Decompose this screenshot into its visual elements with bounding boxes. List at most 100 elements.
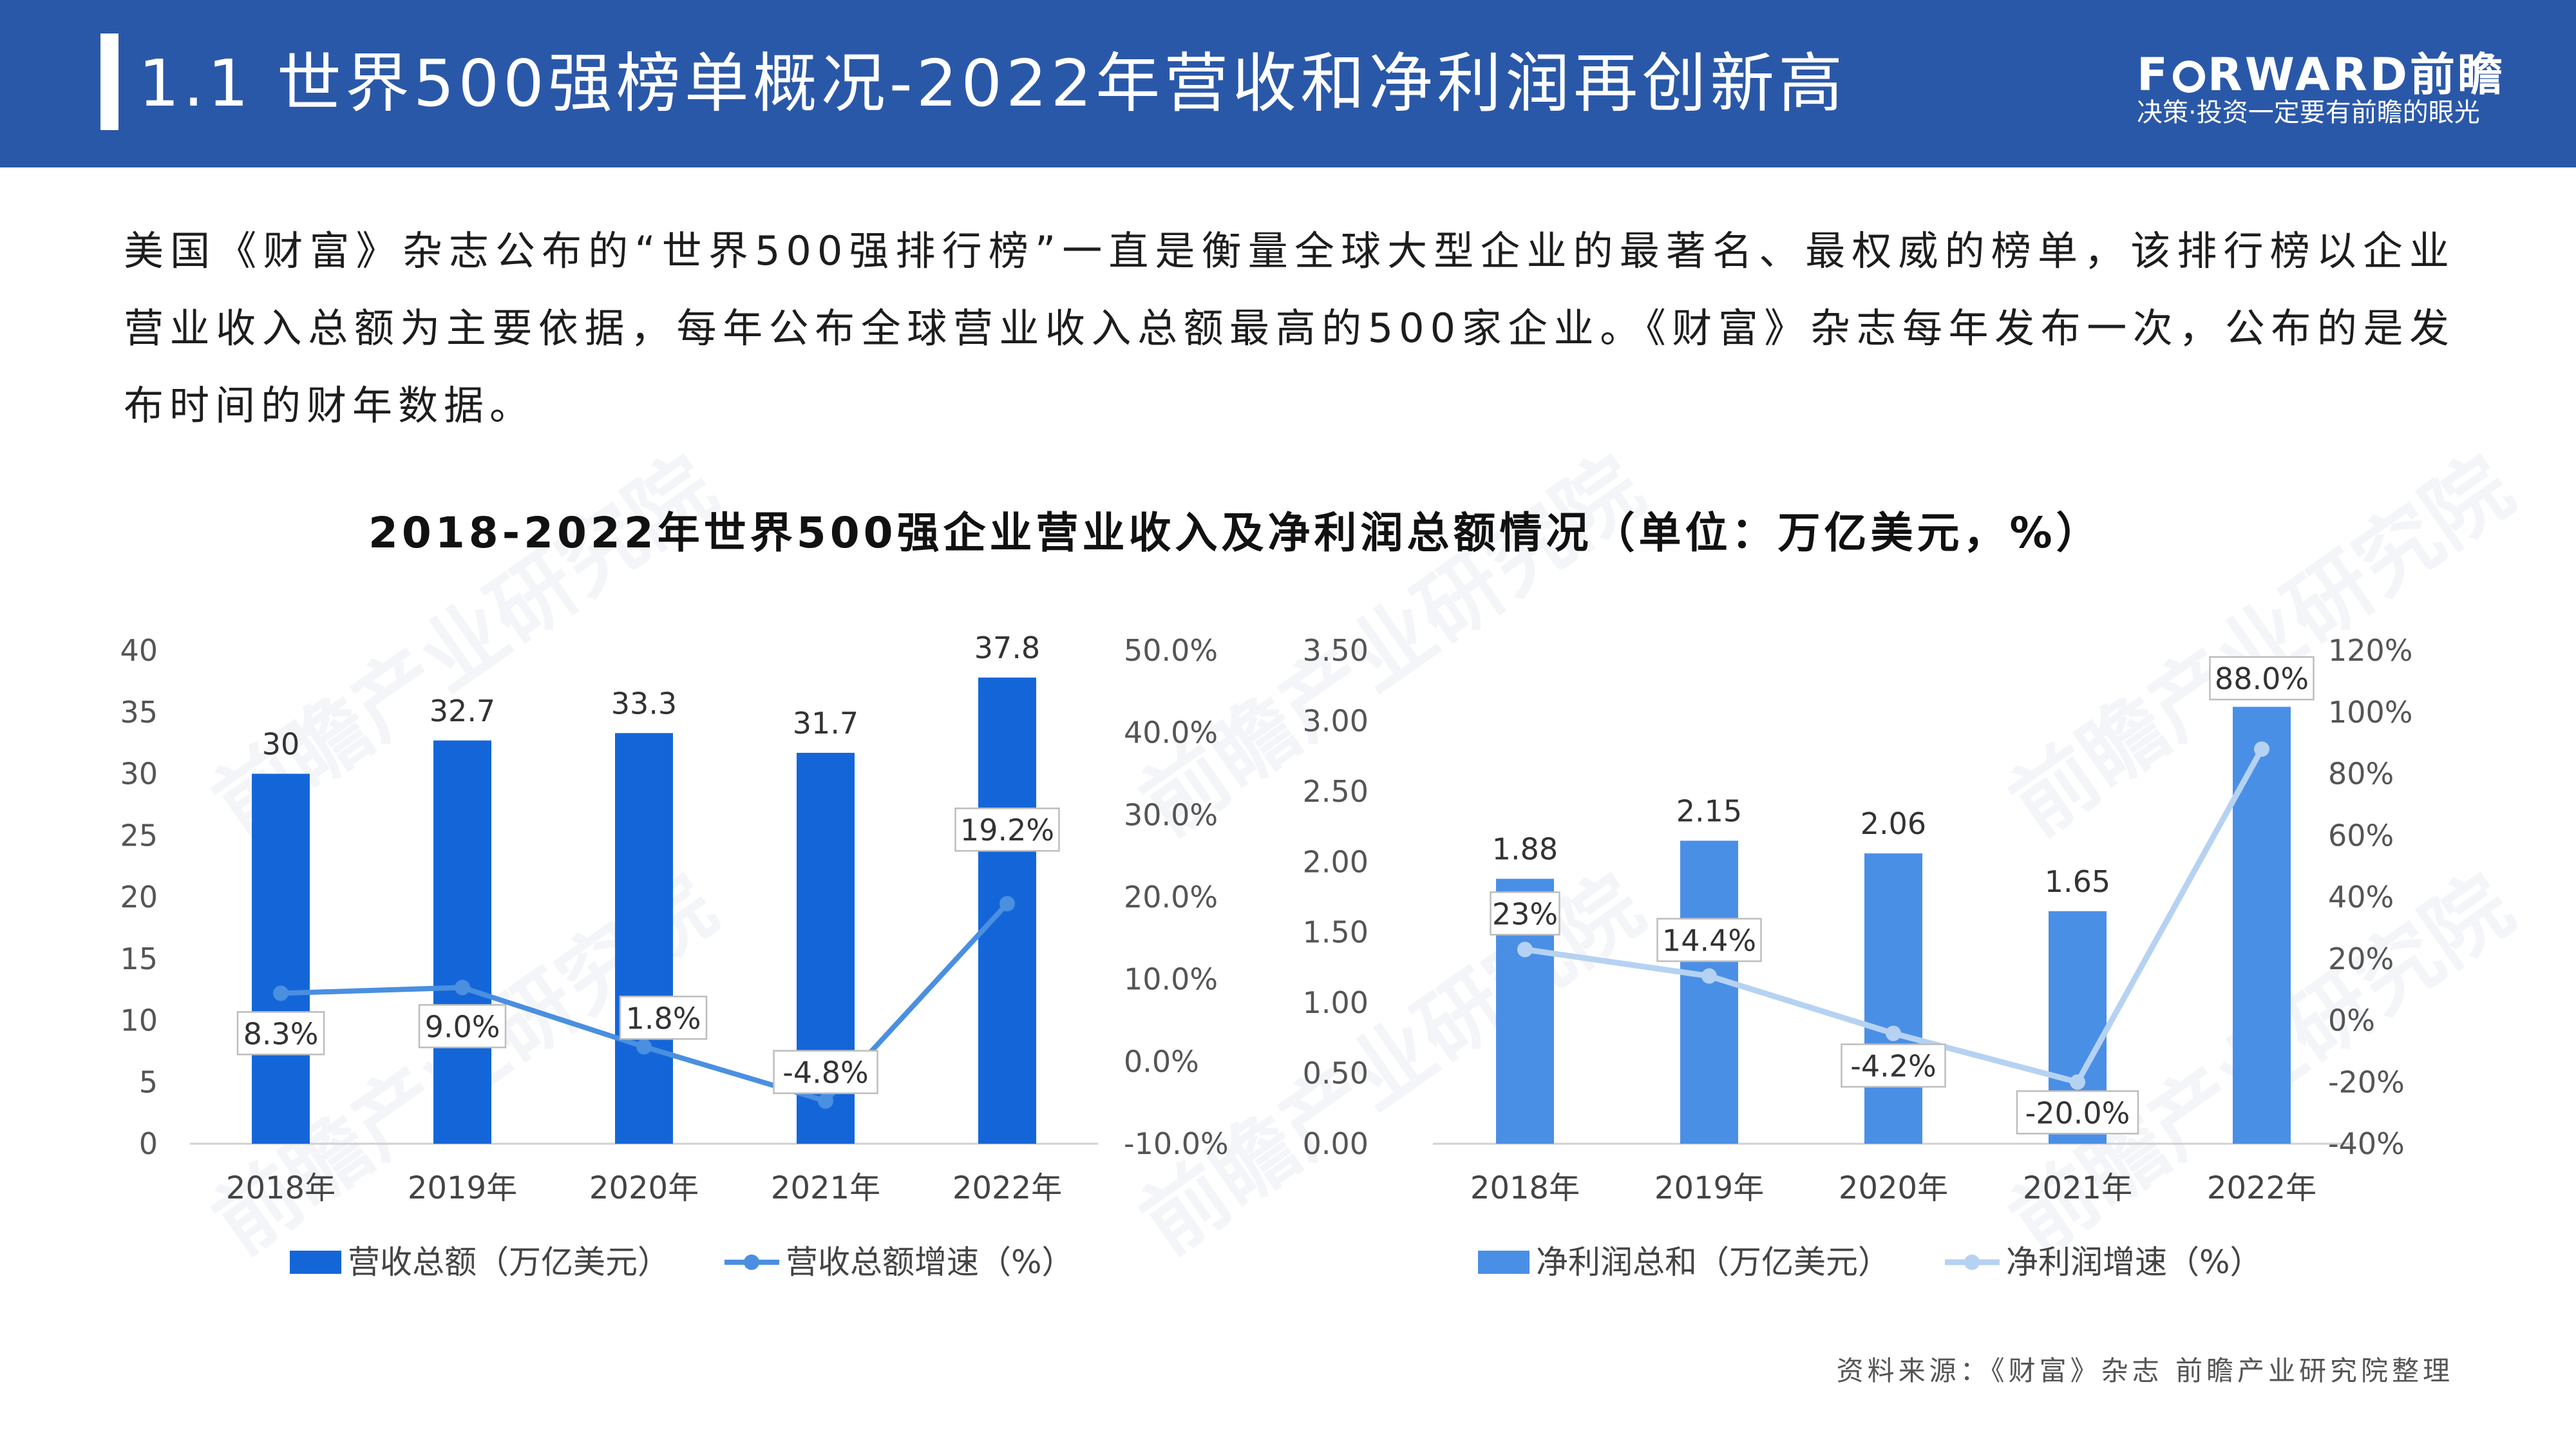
y2-tick-label: 0% [2328, 1003, 2375, 1038]
x-tick-label: 2018年 [1470, 1170, 1580, 1206]
y2-tick-label: -10.0% [1124, 1126, 1229, 1161]
y-tick-label: 0 [139, 1126, 158, 1161]
y2-tick-label: 0.0% [1124, 1044, 1199, 1079]
page-title: 1.1 世界500强榜单概况-2022年营收和净利润再创新高 [138, 46, 1847, 121]
x-tick-label: 2019年 [1654, 1170, 1764, 1206]
bar-value-label: 30 [262, 727, 300, 762]
legend-line-label: 净利润增速（%） [2006, 1244, 2262, 1281]
header-banner: 1.1 世界500强榜单概况-2022年营收和净利润再创新高 F RWARD前瞻 … [0, 0, 2576, 167]
y-tick-label: 3.50 [1303, 633, 1368, 668]
legend-bar-label: 净利润总和（万亿美元） [1536, 1244, 1890, 1281]
x-tick-label: 2018年 [226, 1170, 336, 1206]
chart-title: 2018-2022年世界500强企业营业收入及净利润总额情况（单位：万亿美元，%… [368, 508, 2103, 558]
line-label-box [954, 807, 1060, 852]
intro-paragraph: 美国《财富》杂志公布的“世界500强排行榜”一直是衡量全球大型企业的最著名、最权… [124, 227, 2455, 429]
growth-point [818, 1093, 833, 1109]
y-tick-label: 40 [120, 633, 158, 668]
x-tick-label: 2022年 [2207, 1170, 2316, 1206]
profit-chart: 0.00 0.50 1.00 1.50 2.00 2.50 3.00 3.50 -40% -20%… [1303, 633, 2413, 1281]
line-value-label: 8.3% [243, 1016, 319, 1051]
line-value-label: 9.0% [425, 1009, 500, 1044]
growth-point [2070, 1074, 2085, 1090]
line-label-box [1490, 891, 1560, 936]
logo-circle-icon [2172, 61, 2205, 93]
forward-logo: F RWARD前瞻 [2137, 39, 2505, 104]
bar-value-label: 37.8 [974, 630, 1040, 665]
line-label-box [236, 1011, 325, 1056]
y2-tick-label: 80% [2328, 757, 2394, 791]
legend-line-marker [744, 1255, 759, 1270]
bar-value-label: 31.7 [793, 706, 858, 741]
y-tick-label: 15 [120, 942, 158, 976]
y2-tick-label: 20% [2328, 942, 2394, 976]
y-tick-label: 0.00 [1303, 1126, 1368, 1161]
title-accent-bar [100, 33, 118, 130]
y-tick-label: 2.00 [1303, 844, 1368, 879]
y-tick-label: 1.00 [1303, 985, 1368, 1020]
y-tick-label: 20 [120, 880, 158, 914]
growth-point [273, 985, 289, 1001]
growth-point [636, 1039, 652, 1055]
y-tick-label: 35 [120, 695, 158, 730]
y2-tick-label: 20.0% [1124, 880, 1218, 914]
line-value-label: 23% [1492, 896, 1558, 931]
line-value-label: 19.2% [960, 813, 1054, 848]
y-tick-label: 2.50 [1303, 774, 1368, 809]
x-tick-label: 2019年 [408, 1170, 517, 1206]
y2-tick-label: 40% [2328, 880, 2394, 914]
legend-bar-swatch [1478, 1251, 1530, 1274]
y2-tick-label: 100% [2328, 695, 2413, 730]
line-value-label: -20.0% [2025, 1095, 2130, 1130]
bar-value-label: 33.3 [611, 686, 677, 721]
bar [2233, 706, 2291, 1144]
y-tick-label: 30 [120, 757, 158, 791]
legend-line-marker [1964, 1255, 1980, 1270]
growth-point [2254, 741, 2269, 757]
bar [1680, 840, 1738, 1144]
y-tick-label: 1.50 [1303, 915, 1368, 950]
line-value-label: -4.8% [782, 1056, 868, 1090]
y-tick-label: 10 [120, 1003, 158, 1038]
line-label-box [1656, 918, 1762, 962]
x-tick-label: 2021年 [771, 1170, 880, 1206]
line-value-label: 88.0% [2215, 661, 2309, 696]
y2-tick-label: 60% [2328, 818, 2394, 853]
growth-point [1886, 1025, 1901, 1041]
line-value-label: -4.2% [1850, 1049, 1936, 1084]
x-tick-label: 2020年 [1839, 1170, 1948, 1206]
line-value-label: 1.8% [626, 1001, 701, 1036]
legend-line-label: 营收总额增速（%） [786, 1244, 1074, 1281]
y2-tick-label: 40.0% [1124, 715, 1218, 750]
bar [252, 773, 310, 1144]
y-tick-label: 5 [139, 1065, 158, 1099]
y-tick-label: 25 [120, 818, 158, 853]
growth-point [1517, 942, 1533, 958]
bar-value-label: 2.15 [1676, 793, 1742, 828]
y-tick-label: 0.50 [1303, 1056, 1368, 1091]
bar [433, 740, 491, 1144]
y2-tick-label: 120% [2328, 633, 2413, 668]
bar [1864, 853, 1922, 1144]
y2-tick-label: 10.0% [1124, 962, 1218, 997]
y2-tick-label: -20% [2328, 1065, 2405, 1099]
bar-value-label: 1.65 [2045, 864, 2110, 899]
growth-point [455, 980, 470, 996]
line-label-box [1841, 1043, 1946, 1088]
bar [615, 733, 673, 1144]
x-tick-label: 2022年 [952, 1170, 1062, 1206]
line-label-box [2016, 1090, 2139, 1135]
logo-slogan: 决策·投资一定要有前瞻的眼光 [2137, 98, 2480, 128]
x-tick-label: 2021年 [2023, 1170, 2132, 1206]
y2-tick-label: -40% [2328, 1126, 2405, 1161]
bar-value-label: 2.06 [1861, 806, 1926, 841]
legend-bar-label: 营收总额（万亿美元） [348, 1244, 670, 1281]
line-label-box [773, 1050, 878, 1094]
bar-value-label: 1.88 [1492, 832, 1558, 867]
logo-text: RWARD前瞻 [2207, 48, 2505, 101]
line-value-label: 14.4% [1662, 923, 1756, 958]
y-tick-label: 3.00 [1303, 703, 1368, 738]
y2-tick-label: 30.0% [1124, 797, 1218, 832]
x-tick-label: 2020年 [589, 1170, 699, 1206]
logo-letter: F [2137, 48, 2170, 101]
revenue-chart: 0 5 10 15 20 25 30 35 40 -10.0% 0.0% 10.0% 20.0% 30.0… [120, 630, 1229, 1281]
